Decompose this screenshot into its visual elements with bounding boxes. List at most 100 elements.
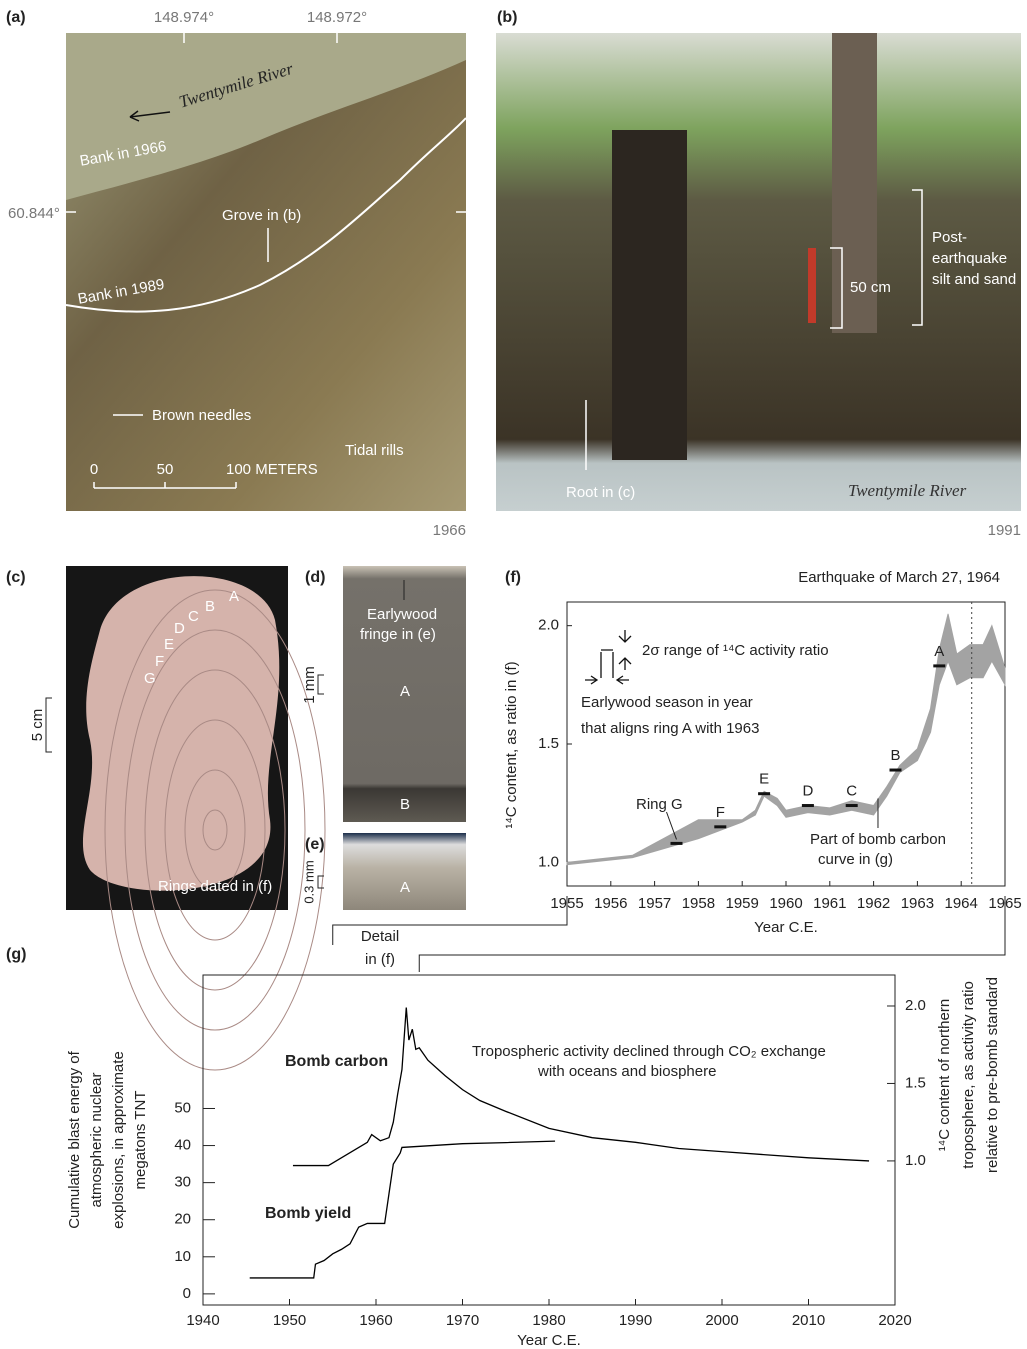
y-tick-label: 20 [174, 1211, 191, 1228]
y-axis-title: megatons TNT [132, 1091, 149, 1190]
ring-label: D [174, 620, 185, 637]
stump [612, 130, 687, 460]
x-tick-label: 1959 [726, 895, 759, 912]
scale-label: 50 cm [850, 279, 891, 296]
ring-label: E [759, 771, 769, 788]
series-label: Bomb carbon [285, 1053, 388, 1070]
panel-label: (g) [6, 946, 26, 963]
annotation: with oceans and biosphere [537, 1063, 716, 1080]
x-tick-label: 1964 [945, 895, 978, 912]
ring-label: D [802, 783, 813, 800]
detail-label: Detail [361, 928, 399, 945]
note-label: Rings dated in (f) [158, 878, 272, 895]
legend-key [585, 630, 631, 684]
y-axis-title: explosions, in approximate [110, 1051, 127, 1229]
y-tick-label: 10 [174, 1248, 191, 1265]
x-tick-label: 1962 [857, 895, 890, 912]
x-tick-label: 1958 [682, 895, 715, 912]
root-label: Root in (c) [566, 484, 635, 501]
series-label: Bomb yield [265, 1205, 351, 1222]
legend-text: Earlywood season in year [581, 694, 753, 711]
ring-label: A [229, 588, 239, 605]
page: (a) 148.974° 148.972° 60.844° Twentymile… [0, 0, 1027, 1349]
x-tick-label: 1956 [594, 895, 627, 912]
river-label: Twentymile River [848, 481, 967, 500]
x-tick-label: 1980 [532, 1312, 565, 1329]
wood-detail-e [343, 833, 466, 910]
y-tick-label: 50 [174, 1099, 191, 1116]
fringe-label: fringe in (e) [360, 626, 436, 643]
figure: (a) 148.974° 148.972° 60.844° Twentymile… [0, 0, 1027, 1349]
y-tick-label: 1.0 [538, 853, 559, 870]
ring-label: B [205, 598, 215, 615]
y2-tick-label: 2.0 [905, 997, 926, 1014]
scale-label: 100 METERS [226, 461, 318, 478]
y-axis-title: ¹⁴C content, as ratio in (f) [503, 661, 520, 828]
y-tick-label: 0 [183, 1285, 191, 1302]
fringe-label: Earlywood [367, 606, 437, 623]
x-tick-label: 1960 [769, 895, 802, 912]
scale-label: 0.3 mm [301, 860, 316, 903]
x-axis-title: Year C.E. [754, 919, 818, 936]
ring-note: Ring G [636, 796, 683, 813]
y-tick-label: 1.5 [538, 735, 559, 752]
lat-label: 60.844° [8, 205, 60, 222]
panel-label: (e) [305, 836, 325, 853]
ring-label: E [164, 636, 174, 653]
panel-label: (a) [6, 9, 26, 26]
scale-rod [808, 248, 816, 323]
panel-label: (d) [305, 569, 325, 586]
y-axis-title: atmospheric nuclear [88, 1072, 105, 1207]
y2-tick-label: 1.5 [905, 1074, 926, 1091]
legend-text: that aligns ring A with 1963 [581, 720, 759, 737]
annotation: Part of bomb carbon [810, 831, 946, 848]
x-tick-label: 1963 [901, 895, 934, 912]
lon-label: 148.974° [154, 9, 214, 26]
rills-label: Tidal rills [345, 442, 404, 459]
ring-label: C [846, 783, 857, 800]
photo-year: 1966 [433, 522, 466, 539]
x-tick-label: 1957 [638, 895, 671, 912]
photo-year: 1991 [988, 522, 1021, 539]
x-tick-label: 2000 [705, 1312, 738, 1329]
annotation: curve in (g) [818, 851, 893, 868]
grove-label: Grove in (b) [222, 207, 301, 224]
ring-label: C [188, 608, 199, 625]
x-tick-label: 1970 [446, 1312, 479, 1329]
x-tick-label: 1960 [359, 1312, 392, 1329]
ring-label: G [144, 670, 156, 687]
scale-label: 5 cm [29, 709, 46, 742]
y2-axis-title: ¹⁴C content of northern [936, 999, 953, 1151]
x-tick-label: 2020 [878, 1312, 911, 1329]
x-tick-label: 1940 [186, 1312, 219, 1329]
deposit-label: Post- [932, 229, 967, 246]
ring-label: F [155, 653, 164, 670]
y-tick-label: 2.0 [538, 617, 559, 634]
legend-text: 2σ range of ¹⁴C activity ratio [642, 642, 829, 659]
panel-label: (f) [505, 569, 521, 586]
event-label: Earthquake of March 27, 1964 [798, 569, 1000, 586]
ring-label: B [890, 747, 900, 764]
y2-axis-title: troposphere, as activity ratio [960, 981, 977, 1169]
scale-label: 0 [90, 461, 98, 478]
deposit-label: silt and sand [932, 271, 1016, 288]
series-line [293, 1008, 869, 1166]
x-tick-label: 1990 [619, 1312, 652, 1329]
y2-tick-label: 1.0 [905, 1152, 926, 1169]
ring-label: F [716, 804, 725, 821]
x-tick-label: 2010 [792, 1312, 825, 1329]
annotation: Tropospheric activity declined through C… [472, 1043, 826, 1060]
y-tick-label: 40 [174, 1137, 191, 1154]
needles-label: Brown needles [152, 407, 251, 424]
x-tick-label: 1961 [813, 895, 846, 912]
detail-label: in (f) [365, 951, 395, 968]
y-tick-label: 30 [174, 1174, 191, 1191]
scale-label: 1 mm [301, 666, 318, 704]
plot-frame [203, 975, 895, 1305]
y-axis-title: Cumulative blast energy of [66, 1050, 83, 1228]
panel-label: (b) [497, 9, 517, 26]
scale-bracket [46, 698, 52, 752]
lon-label: 148.972° [307, 9, 367, 26]
ring-label: A [400, 879, 410, 896]
scale-label: 50 [157, 461, 174, 478]
